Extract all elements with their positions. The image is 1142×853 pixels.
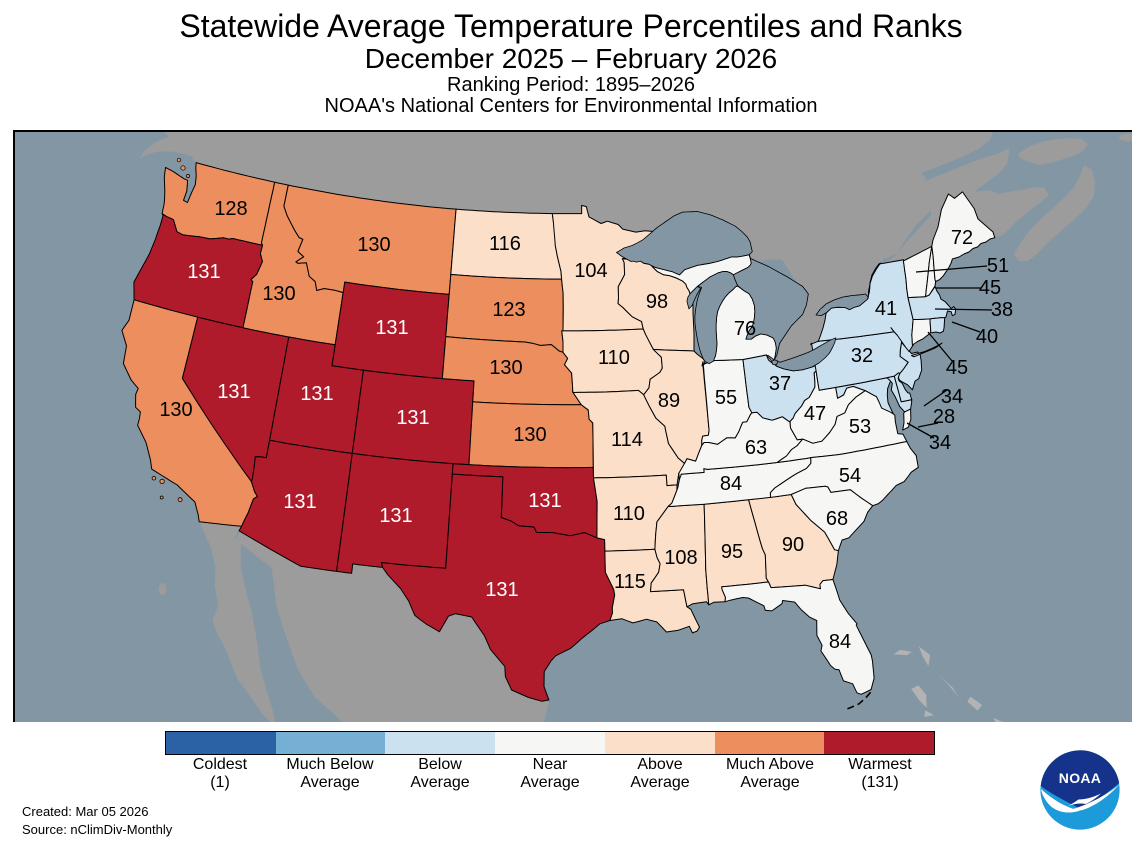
svg-text:130: 130	[262, 283, 295, 305]
svg-text:123: 123	[492, 299, 525, 321]
svg-text:130: 130	[513, 424, 546, 446]
svg-text:131: 131	[300, 383, 333, 405]
svg-text:131: 131	[396, 407, 429, 429]
svg-text:72: 72	[951, 227, 973, 249]
svg-text:28: 28	[933, 406, 955, 428]
svg-text:98: 98	[646, 291, 668, 313]
svg-text:108: 108	[664, 547, 697, 569]
svg-text:114: 114	[611, 429, 643, 451]
svg-text:128: 128	[214, 198, 247, 220]
svg-text:32: 32	[851, 345, 873, 367]
svg-text:130: 130	[159, 399, 192, 421]
svg-text:34: 34	[929, 432, 951, 454]
svg-text:131: 131	[375, 317, 408, 339]
svg-text:130: 130	[489, 357, 522, 379]
svg-text:130: 130	[357, 234, 390, 256]
svg-text:131: 131	[485, 579, 518, 601]
svg-text:131: 131	[217, 381, 250, 403]
svg-text:68: 68	[826, 508, 848, 530]
svg-text:37: 37	[769, 373, 791, 395]
svg-text:110: 110	[598, 347, 630, 369]
svg-text:95: 95	[721, 541, 743, 563]
svg-text:131: 131	[283, 491, 316, 513]
svg-text:45: 45	[979, 277, 1001, 299]
svg-text:84: 84	[720, 473, 742, 495]
svg-text:38: 38	[991, 299, 1013, 321]
svg-text:131: 131	[528, 490, 561, 512]
svg-text:41: 41	[875, 298, 897, 320]
svg-text:54: 54	[839, 465, 861, 487]
svg-text:76: 76	[734, 318, 756, 340]
svg-text:89: 89	[658, 390, 680, 412]
svg-text:45: 45	[946, 357, 968, 379]
svg-text:104: 104	[574, 260, 607, 282]
svg-text:47: 47	[804, 403, 826, 425]
svg-text:55: 55	[715, 387, 737, 409]
svg-text:90: 90	[782, 534, 804, 556]
svg-text:51: 51	[987, 255, 1009, 277]
svg-text:63: 63	[745, 437, 767, 459]
svg-text:40: 40	[976, 326, 998, 348]
svg-text:84: 84	[829, 631, 851, 653]
svg-text:115: 115	[614, 571, 646, 593]
svg-text:116: 116	[489, 233, 521, 255]
svg-text:53: 53	[849, 416, 871, 438]
svg-text:131: 131	[379, 505, 412, 527]
svg-text:110: 110	[613, 503, 645, 525]
svg-text:NOAA: NOAA	[1059, 770, 1101, 786]
svg-text:131: 131	[187, 261, 220, 283]
svg-text:34: 34	[941, 386, 963, 408]
